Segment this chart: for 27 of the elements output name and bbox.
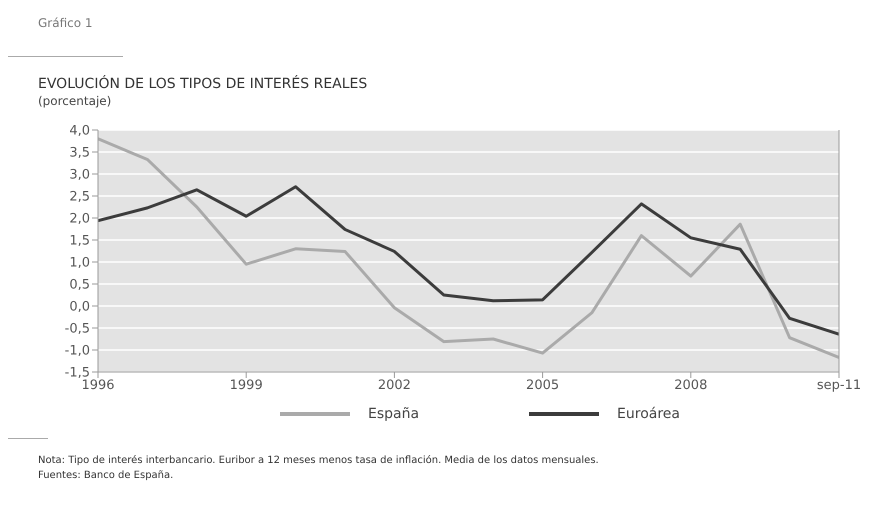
line-series xyxy=(98,185,839,336)
chart-title: EVOLUCIÓN DE LOS TIPOS DE INTERÉS REALES xyxy=(38,76,368,92)
legend-label: España xyxy=(368,406,420,422)
x-tick-label: 1996 xyxy=(81,378,115,394)
y-tick-label: 1,5 xyxy=(69,234,90,249)
y-tick-label: -1,5 xyxy=(64,366,90,381)
y-tick-label: 4,0 xyxy=(69,124,90,139)
x-tick-label: sep-11 xyxy=(816,378,862,394)
text: Gráfico 1 xyxy=(38,16,93,30)
y-tick-label: 1,0 xyxy=(69,256,90,271)
chart-subtitle: (porcentaje) xyxy=(38,94,112,108)
x-tick-label: 2005 xyxy=(526,378,560,394)
y-tick-label: 3,0 xyxy=(69,168,90,183)
y-tick-label: -0,5 xyxy=(64,322,90,337)
y-tick-label: -1,0 xyxy=(64,344,90,359)
y-tick-label: 3,5 xyxy=(69,146,90,161)
legend-label: Euroárea xyxy=(617,406,680,422)
line-series xyxy=(98,137,839,359)
text: Nota: Tipo de interés interbancario. Euribor a 12 meses menos tasa de inflación. Media de los datos mensuales. xyxy=(38,454,599,468)
x-tick-label: 2002 xyxy=(378,378,411,394)
x-tick-label: 2008 xyxy=(674,378,708,394)
source-note: Fuentes: Banco de España. xyxy=(38,469,174,483)
y-tick-label: 0,5 xyxy=(69,278,90,293)
y-tick-label: 2,0 xyxy=(69,212,90,227)
x-tick-label: 1999 xyxy=(230,378,263,394)
y-tick-label: 0,0 xyxy=(69,300,90,315)
y-tick-label: 2,5 xyxy=(69,190,90,205)
